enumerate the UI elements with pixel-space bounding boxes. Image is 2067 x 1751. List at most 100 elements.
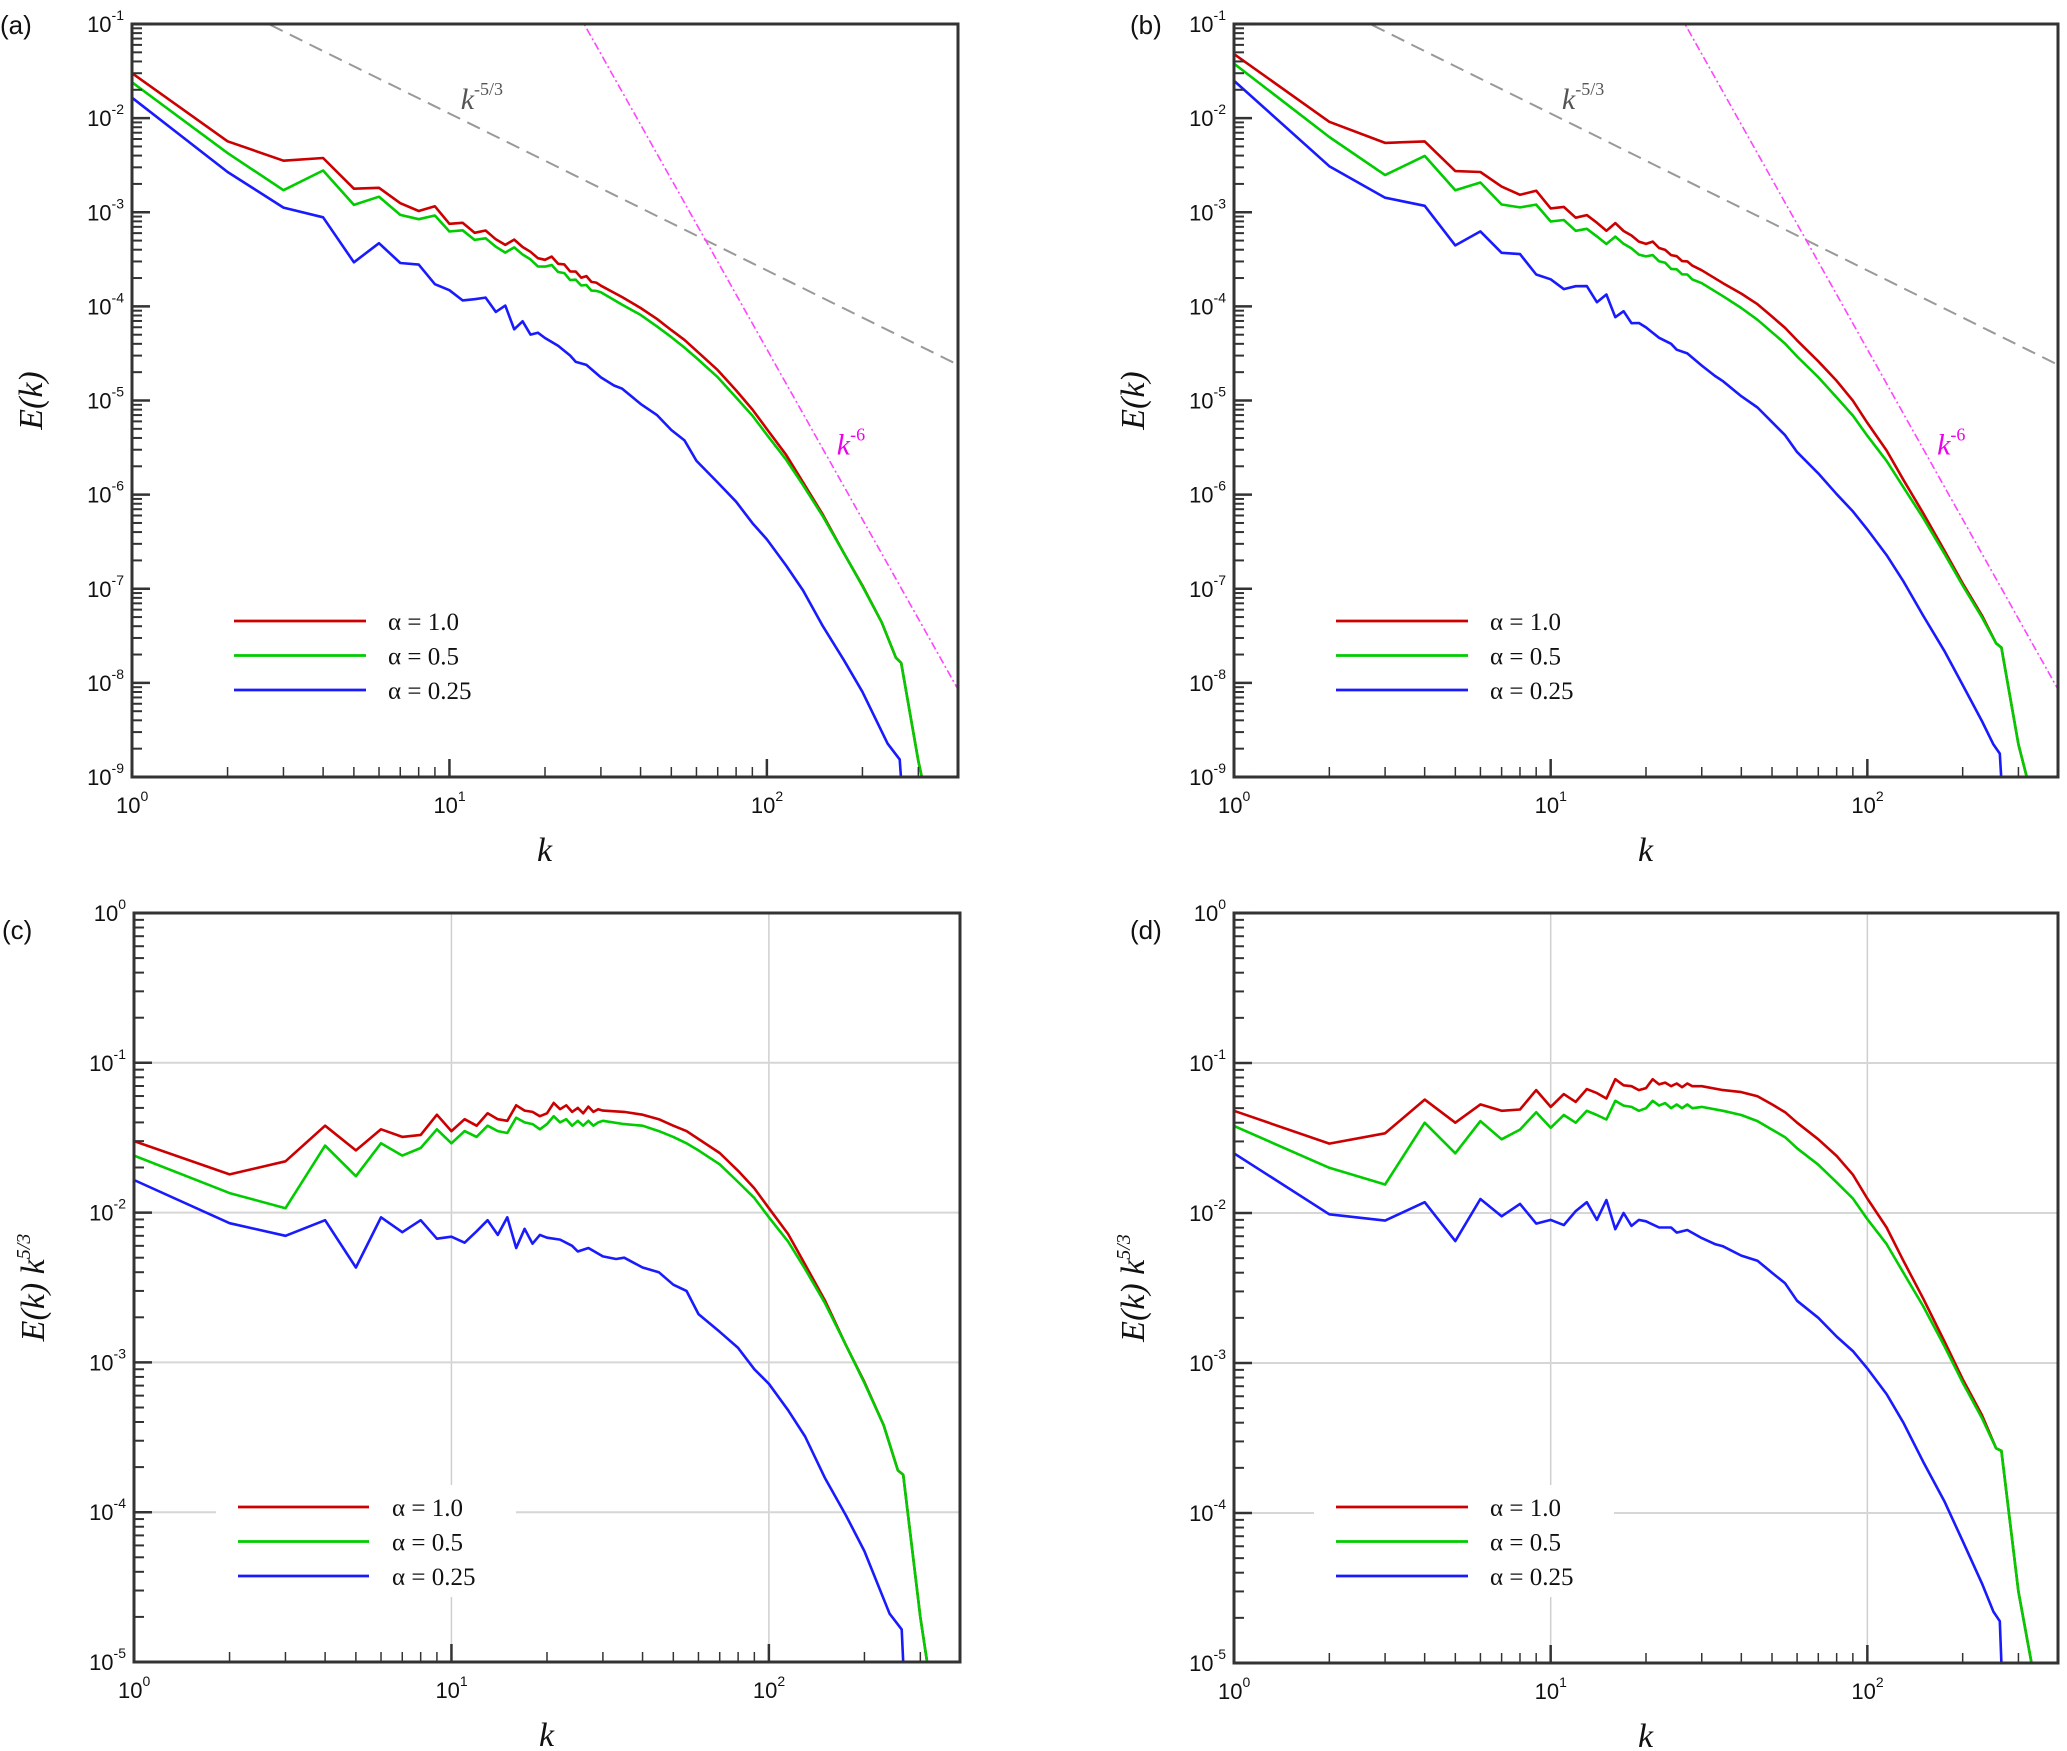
x-tick-label: 101: [435, 1673, 467, 1703]
reference-line-k-6: [1684, 24, 2058, 690]
panel-d: 100 101 102 100 10-1 10-2 10-3 10-4 10-5 (d) k E(k)…: [1113, 896, 2060, 1751]
series-line-alpha-1-0: [132, 72, 924, 777]
x-axis-title: k: [537, 832, 553, 869]
y-axis-title: E(k) k5/3: [13, 1234, 52, 1343]
y-tick-label: 100: [94, 896, 126, 926]
x-tick-label: 101: [1535, 788, 1567, 818]
y-tick-label: 10-2: [1189, 1196, 1226, 1226]
y-tick-label: 10-9: [1189, 760, 1226, 790]
reference-line-label: k-6: [1937, 425, 1965, 462]
reference-line-label: k-5/3: [461, 79, 503, 116]
legend-label: α = 0.25: [392, 1564, 475, 1591]
y-tick-label: 10-3: [87, 195, 124, 225]
x-tick-label: 100: [1218, 788, 1250, 818]
legend-label: α = 0.5: [1490, 1530, 1561, 1557]
panel-label: (d): [1130, 915, 1162, 945]
legend-label: α = 0.25: [1490, 678, 1573, 705]
reference-line-k-6: [583, 24, 958, 690]
series-line-alpha-0-25: [1234, 79, 2003, 777]
x-tick-label: 100: [118, 1673, 150, 1703]
panel-b: k-5/3 k-6 100 101 102 10-1 10-2 10-3 10-4 10-5 10-…: [1115, 7, 2060, 869]
y-tick-label: 10-6: [1189, 478, 1226, 508]
x-tick-label: 101: [433, 788, 465, 818]
panel-a: k-5/3 k-6 100 101 102 10-1 10-2 10-3 10-4 10-5 10-…: [0, 7, 960, 869]
legend-label: α = 1.0: [1490, 1495, 1561, 1522]
y-axis-title: E(k): [1115, 371, 1152, 431]
y-axis-title: E(k): [13, 371, 50, 431]
y-axis-title: E(k) k5/3: [1113, 1234, 1152, 1343]
reference-line-label: k-6: [837, 425, 865, 462]
y-tick-label: 10-9: [87, 760, 124, 790]
x-tick-label: 102: [751, 788, 783, 818]
series-line-alpha-0-25: [132, 96, 903, 777]
series-line-alpha-0-5: [134, 1114, 929, 1662]
x-axis-title: k: [1638, 832, 1654, 869]
y-axis-ticks: [132, 22, 150, 779]
panel-label: (a): [0, 10, 32, 40]
panel-label: (b): [1130, 10, 1162, 40]
series-line-alpha-1-0: [1234, 52, 2029, 777]
x-tick-label: 102: [1851, 788, 1883, 818]
x-axis-title: k: [1638, 1718, 1654, 1751]
y-tick-label: 10-6: [87, 478, 124, 508]
y-tick-label: 10-7: [87, 572, 124, 602]
y-tick-label: 10-4: [1189, 289, 1226, 319]
y-tick-label: 10-1: [1189, 7, 1226, 37]
reference-line-label: k-5/3: [1562, 79, 1604, 116]
series-line-alpha-0-5: [132, 81, 924, 777]
legend-label: α = 0.25: [388, 678, 471, 705]
series-line-alpha-0-5: [1234, 62, 2029, 777]
x-tick-label: 102: [753, 1673, 785, 1703]
x-tick-label: 100: [1218, 1674, 1250, 1704]
y-tick-label: 10-5: [87, 384, 124, 414]
plot-frame: [130, 22, 960, 779]
x-tick-label: 101: [1535, 1674, 1567, 1704]
panel-c: 100 101 102 100 10-1 10-2 10-3 10-4 10-5 (c) k E(k)…: [2, 896, 962, 1751]
y-tick-label: 10-5: [1189, 384, 1226, 414]
series-line-alpha-0-25: [1234, 1152, 2003, 1663]
series-line-alpha-1-0: [1234, 1077, 2033, 1663]
legend-label: α = 0.25: [1490, 1564, 1573, 1591]
y-tick-label: 10-1: [87, 7, 124, 37]
y-tick-label: 10-2: [89, 1196, 126, 1226]
series-line-alpha-0-25: [134, 1178, 905, 1662]
legend-label: α = 0.5: [1490, 644, 1561, 671]
y-axis-ticks: [1234, 22, 1252, 779]
legend-label: α = 1.0: [388, 609, 459, 636]
panel-label: (c): [2, 915, 32, 945]
y-tick-label: 10-8: [1189, 666, 1226, 696]
y-tick-label: 10-4: [89, 1495, 126, 1525]
legend: α = 1.0 α = 0.5 α = 0.25: [216, 1485, 516, 1597]
y-tick-label: 10-2: [1189, 101, 1226, 131]
y-tick-label: 10-1: [89, 1046, 126, 1076]
x-axis-ticks: [132, 1644, 961, 1662]
y-tick-label: 10-7: [1189, 572, 1226, 602]
reference-line-k-5-3: [266, 24, 958, 366]
plot-frame: [1232, 22, 2060, 779]
legend-label: α = 1.0: [1490, 609, 1561, 636]
legend-label: α = 0.5: [392, 1530, 463, 1557]
y-tick-label: 10-1: [1189, 1046, 1226, 1076]
x-axis-ticks: [1232, 1645, 2059, 1663]
legend: α = 1.0 α = 0.5 α = 0.25: [1314, 1485, 1614, 1597]
x-tick-label: 102: [1851, 1674, 1883, 1704]
x-axis-title: k: [539, 1717, 555, 1751]
y-tick-label: 100: [1194, 896, 1226, 926]
y-tick-label: 10-3: [1189, 195, 1226, 225]
series-line-alpha-0-5: [1234, 1099, 2033, 1663]
y-tick-label: 10-8: [87, 666, 124, 696]
legend: α = 1.0 α = 0.5 α = 0.25: [234, 609, 471, 705]
x-axis-ticks: [130, 759, 959, 777]
y-tick-label: 10-4: [87, 289, 124, 319]
y-axis-ticks: [1234, 911, 1252, 1665]
y-tick-label: 10-5: [1189, 1646, 1226, 1676]
legend-label: α = 1.0: [392, 1495, 463, 1522]
legend-label: α = 0.5: [388, 644, 459, 671]
y-tick-label: 10-4: [1189, 1496, 1226, 1526]
legend: α = 1.0 α = 0.5 α = 0.25: [1336, 609, 1573, 705]
y-tick-label: 10-2: [87, 101, 124, 131]
y-tick-label: 10-3: [89, 1345, 126, 1375]
y-tick-label: 10-5: [89, 1645, 126, 1675]
series-line-alpha-1-0: [134, 1101, 929, 1662]
